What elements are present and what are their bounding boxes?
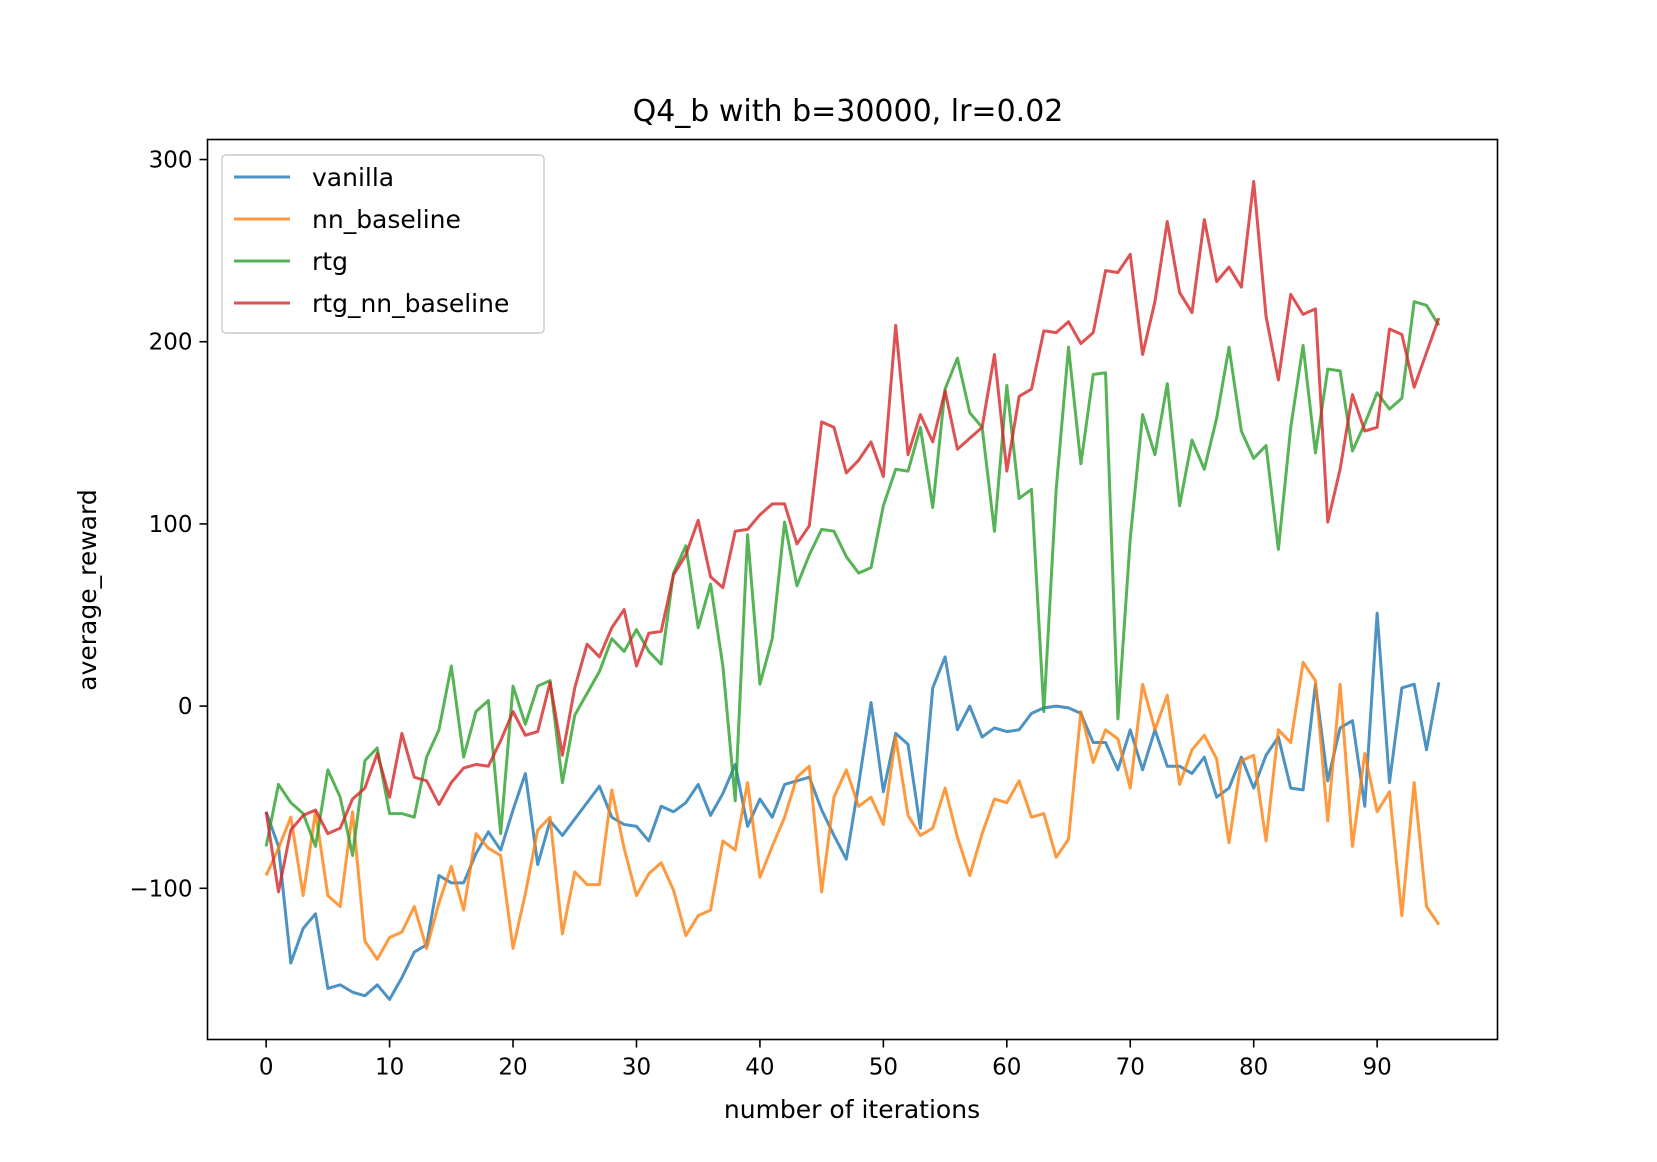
y-tick-label: 0 xyxy=(178,694,193,720)
x-tick-label: 70 xyxy=(1116,1055,1145,1081)
x-axis-ticks: 0 10 20 30 40 50 60 70 80 90 xyxy=(259,1039,1392,1081)
y-tick-label: 100 xyxy=(149,512,193,538)
x-tick-label: 0 xyxy=(259,1055,274,1081)
x-tick-label: 20 xyxy=(498,1055,527,1081)
legend-frame xyxy=(221,154,545,334)
series-line-vanilla xyxy=(264,611,1441,1001)
series-line-rtg xyxy=(264,300,1441,857)
y-axis-label: average_reward xyxy=(73,489,102,690)
x-tick-label: 50 xyxy=(869,1055,898,1081)
x-tick-label: 60 xyxy=(992,1055,1021,1081)
series-line-nn-baseline xyxy=(264,660,1441,961)
y-tick-label: −100 xyxy=(129,876,192,902)
legend-label-vanilla: vanilla xyxy=(312,163,394,192)
x-tick-label: 90 xyxy=(1363,1055,1392,1081)
legend-label-nn-baseline: nn_baseline xyxy=(312,205,461,234)
y-tick-label: 200 xyxy=(149,330,193,356)
x-tick-label: 10 xyxy=(375,1055,404,1081)
x-tick-label: 80 xyxy=(1239,1055,1268,1081)
series-line-rtg-nn-baseline xyxy=(264,179,1441,894)
legend-label-rtg-nn-baseline: rtg_nn_baseline xyxy=(312,289,509,318)
series-layer xyxy=(264,179,1441,1001)
x-axis-label: number of iterations xyxy=(724,1095,980,1124)
x-tick-label: 40 xyxy=(745,1055,774,1081)
plot-area-frame xyxy=(206,138,1499,1041)
y-axis-ticks: −100 0 100 200 300 xyxy=(129,148,208,902)
chart-title: Q4_b with b=30000, lr=0.02 xyxy=(633,94,1064,129)
y-tick-label: 300 xyxy=(149,148,193,174)
x-tick-label: 30 xyxy=(622,1055,651,1081)
legend-label-rtg: rtg xyxy=(312,247,348,276)
